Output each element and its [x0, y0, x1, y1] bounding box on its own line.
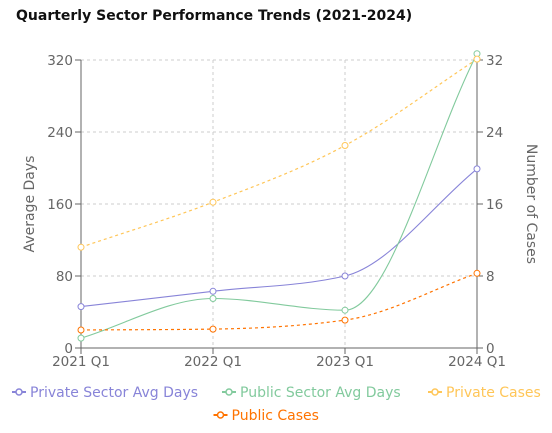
x-tick-label: 2022 Q1 [184, 354, 242, 370]
data-point [77, 243, 85, 251]
legend-label: Public Sector Avg Days [240, 385, 401, 401]
data-point [341, 272, 349, 280]
y-left-tick-label: 320 [47, 53, 73, 69]
chart-title: Quarterly Sector Performance Trends (202… [16, 8, 413, 24]
y-axis-right-title: Number of Cases [523, 144, 539, 264]
data-point [209, 295, 217, 302]
y-left-tick-label: 0 [64, 341, 73, 357]
y-left-tick-label: 240 [47, 125, 73, 141]
legend-label: Public Cases [232, 408, 319, 424]
data-point [341, 142, 349, 149]
y-right-tick-label: 32 [486, 53, 503, 69]
data-point [209, 198, 217, 206]
series-lines [77, 50, 481, 342]
data-point [77, 303, 85, 311]
series-line [80, 272, 478, 331]
x-tick-label: 2021 Q1 [52, 354, 110, 370]
legend-item: Private Cases [428, 385, 541, 401]
y-left-tick-label: 80 [56, 269, 73, 285]
data-point [209, 325, 217, 333]
data-point [209, 287, 217, 295]
data-point [473, 165, 481, 173]
legend-label: Private Cases [446, 385, 541, 401]
series-line [80, 53, 478, 339]
legend: Private Sector Avg Days Public Sector Avg… [12, 385, 541, 424]
x-tick-label: 2023 Q1 [316, 354, 374, 370]
data-point [341, 306, 349, 314]
legend-swatch-marker [216, 411, 225, 419]
legend-item: Public Cases [213, 408, 319, 424]
y-right-tick-label: 0 [486, 341, 495, 357]
y-right-tick-label: 16 [486, 197, 503, 213]
series-group [77, 269, 481, 334]
data-point [77, 326, 85, 334]
data-point [77, 334, 85, 342]
series-line [80, 58, 478, 248]
x-tick-label: 2024 Q1 [448, 354, 506, 370]
data-point [473, 269, 481, 277]
y-axis-left-title: Average Days [22, 156, 38, 253]
series-group [77, 165, 481, 311]
legend-item: Public Sector Avg Days [222, 385, 401, 401]
data-point [341, 316, 349, 324]
legend-label: Private Sector Avg Days [30, 385, 198, 401]
legend-item: Private Sector Avg Days [12, 385, 198, 401]
y-right-tick-label: 8 [486, 269, 495, 285]
legend-swatch-marker [15, 388, 23, 396]
data-point [473, 55, 481, 63]
axes: 2021 Q1 2022 Q1 2023 Q1 2024 Q1080160240320… [22, 53, 539, 370]
legend-swatch-marker [225, 388, 233, 396]
series-group [77, 55, 481, 251]
y-right-tick-label: 24 [486, 125, 503, 141]
legend-swatch-marker [431, 388, 439, 396]
series-group [77, 50, 481, 342]
series-line [80, 168, 478, 308]
y-left-tick-label: 160 [47, 197, 73, 213]
